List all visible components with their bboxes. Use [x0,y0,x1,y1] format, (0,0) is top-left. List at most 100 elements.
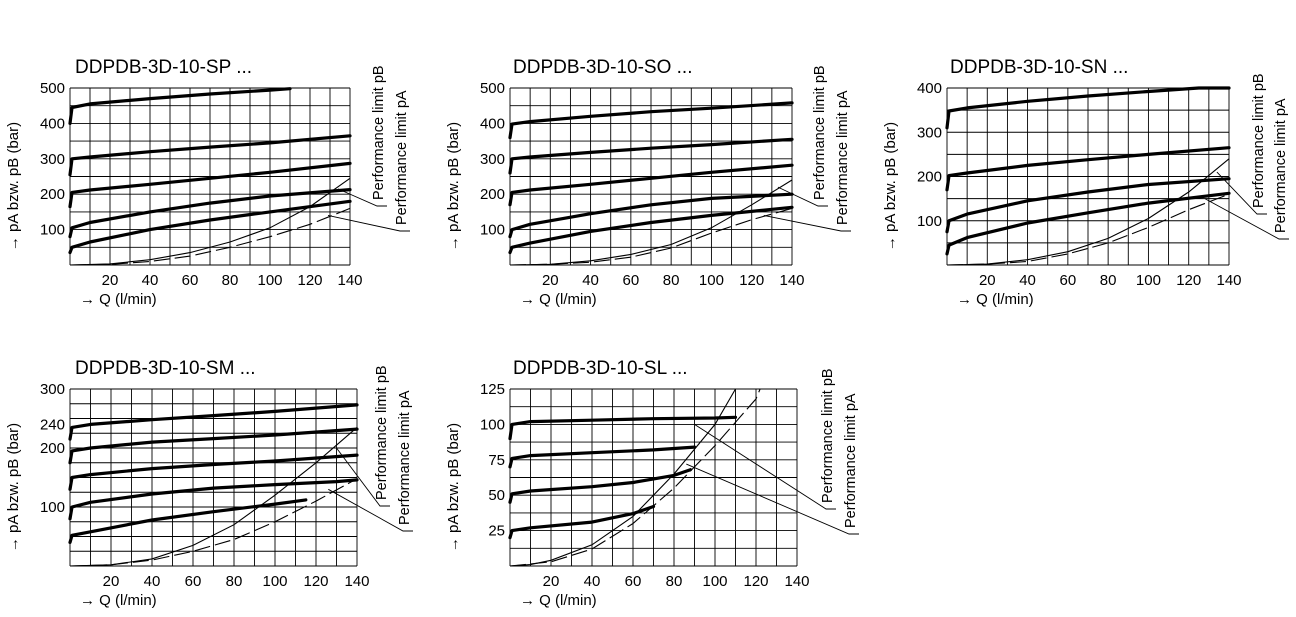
series-line [508,468,693,504]
series-line [508,205,794,255]
x-tick-label: 80 [663,272,680,289]
x-tick-label: 100 [257,272,282,289]
y-tick-label: 200 [40,186,65,203]
chart-title: DDPDB-3D-10-SO ... [513,57,692,78]
y-tick-label: 100 [480,416,505,433]
x-tick-label: 40 [584,573,601,590]
x-tick-label: 80 [666,573,683,590]
x-tick-label: 40 [1019,272,1036,289]
performance-limit-leader [336,447,390,507]
x-tick-label: 40 [144,573,161,590]
performance-limit-line [946,193,1230,266]
series-line [508,137,794,175]
x-tick-label: 120 [1176,272,1201,289]
performance-limit-leader [777,186,828,207]
performance-limit-leader [763,214,851,232]
performance-limit-label: Performance limit pB [812,65,828,200]
series-line [945,177,1231,234]
series-line [68,478,359,521]
performance-limit-leader [1204,198,1289,240]
series-line [508,504,656,540]
x-tick-label: 20 [102,272,119,289]
y-tick-label: 125 [480,381,505,398]
x-tick-label: 60 [625,573,642,590]
x-tick-label: 100 [262,573,287,590]
x-axis-label: → Q (l/min) [80,291,157,308]
x-tick-label: 60 [623,272,640,289]
performance-limit-leader [337,188,387,207]
x-tick-label: 140 [1216,272,1241,289]
x-tick-label: 100 [1136,272,1161,289]
performance-limit-label: Performance limit pB [374,365,390,500]
x-tick-label: 20 [542,272,559,289]
series-line [508,415,738,441]
x-tick-label: 40 [582,272,599,289]
x-tick-label: 60 [1060,272,1077,289]
x-tick-label: 140 [344,573,369,590]
performance-limit-label: Performance limit pB [1251,73,1267,208]
performance-limit-label: Performance limit pB [820,368,836,503]
x-tick-label: 120 [303,573,328,590]
y-tick-label: 300 [40,381,65,398]
series-line [68,161,352,209]
x-tick-label: 140 [779,272,804,289]
series-line [508,163,794,207]
performance-limit-label: Performance limit pA [835,90,851,225]
y-tick-label: 50 [488,487,505,504]
x-tick-label: 80 [1100,272,1117,289]
y-axis-label: → pA bzw. pB (bar) [5,423,22,552]
y-axis-label: → pA bzw. pB (bar) [5,122,22,251]
x-tick-label: 40 [142,272,159,289]
series-line [508,101,794,140]
series-line [68,453,359,491]
series-line [945,86,1231,130]
performance-limit-line [69,478,358,567]
performance-limit-line [509,207,793,266]
y-tick-label: 300 [480,151,505,168]
series-line [945,191,1231,256]
series-line [945,146,1231,192]
series-line [68,427,359,465]
y-tick-label: 400 [917,80,942,97]
chart-title: DDPDB-3D-10-SL ... [513,358,688,379]
x-axis-label: → Q (l/min) [520,592,597,609]
x-tick-label: 140 [337,272,362,289]
y-tick-label: 75 [488,452,505,469]
x-tick-label: 100 [699,272,724,289]
y-tick-label: 100 [917,213,942,230]
chart-panel: DDPDB-3D-10-SL ... 20 40 60 80 100 120 140 25 50 7… [445,358,859,609]
chart-panel: DDPDB-3D-10-SM ... 20 40 60 80 100 120 140 100 20… [5,358,413,609]
x-axis-label: → Q (l/min) [80,592,157,609]
x-tick-label: 140 [784,573,809,590]
y-axis-label: → pA bzw. pB (bar) [445,423,462,552]
grid [69,388,358,567]
series-line [68,498,308,545]
y-tick-label: 100 [40,222,65,239]
y-tick-label: 200 [917,169,942,186]
y-axis-label: → pA bzw. pB (bar) [882,122,899,251]
chart-panel: DDPDB-3D-10-SP ... 20 40 60 80 100 120 140 100 20… [5,57,410,308]
chart-panel: DDPDB-3D-10-SN ... 20 40 60 80 100 120 140 100 20… [882,57,1289,308]
chart-title: DDPDB-3D-10-SN ... [950,57,1128,78]
y-tick-label: 200 [40,440,65,457]
y-axis-label: → pA bzw. pB (bar) [445,122,462,251]
y-tick-label: 200 [480,186,505,203]
x-tick-label: 80 [226,573,243,590]
y-tick-label: 25 [488,523,505,540]
x-tick-label: 60 [182,272,199,289]
chart-title: DDPDB-3D-10-SP ... [75,57,252,78]
y-tick-label: 100 [480,222,505,239]
x-tick-label: 120 [739,272,764,289]
x-tick-label: 20 [543,573,560,590]
performance-limit-label: Performance limit pA [394,90,410,225]
chart-title: DDPDB-3D-10-SM ... [75,358,256,379]
y-tick-label: 500 [40,80,65,97]
y-tick-label: 500 [480,80,505,97]
performance-limit-leader [327,215,410,232]
y-tick-label: 240 [40,416,65,433]
series-line [68,199,352,255]
y-tick-label: 400 [480,115,505,132]
performance-limit-line [509,388,761,567]
x-tick-label: 20 [103,573,120,590]
x-tick-label: 20 [979,272,996,289]
